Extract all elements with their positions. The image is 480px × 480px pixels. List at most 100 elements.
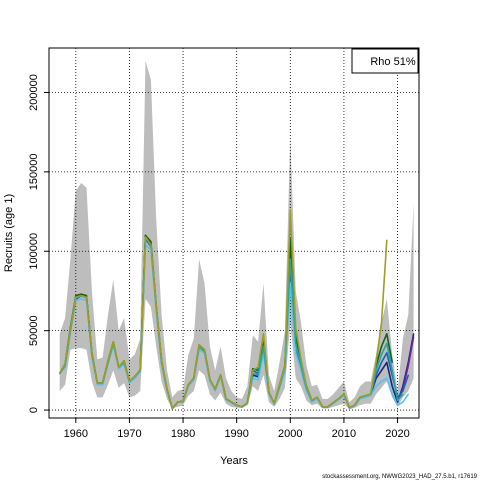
confidence-band (59, 60, 414, 410)
series-point (123, 360, 125, 362)
series-point (364, 396, 366, 398)
series-point (262, 345, 265, 348)
series-point (295, 352, 297, 354)
series-point (386, 377, 388, 379)
plot-frame (48, 47, 420, 419)
series-point (380, 380, 383, 383)
series-point (375, 369, 377, 371)
series-point (64, 363, 66, 365)
series-point (91, 352, 93, 354)
series-point (375, 361, 377, 364)
series-point (102, 384, 104, 386)
series-point (386, 333, 388, 335)
series-point (225, 398, 227, 400)
series-point (300, 364, 302, 367)
series-point (107, 360, 109, 362)
series-point (80, 293, 82, 295)
series-point (273, 403, 275, 405)
series-point (80, 295, 82, 297)
series-point (257, 374, 259, 376)
series-point (295, 326, 297, 329)
series-point (327, 406, 329, 408)
series-point (305, 390, 307, 392)
series-point (396, 401, 399, 403)
series-point (316, 396, 318, 398)
series-point (214, 390, 216, 392)
y-tick-label: 100000 (28, 233, 40, 270)
series-point (268, 391, 270, 394)
series-point (380, 361, 383, 364)
series-point (289, 258, 291, 260)
series-point (289, 209, 291, 211)
series-point (332, 402, 334, 404)
series-point (85, 295, 88, 297)
confidence-band-area (59, 60, 414, 410)
series-point (118, 368, 120, 370)
series-point (407, 364, 409, 367)
series-point (391, 369, 393, 371)
series-point (198, 344, 200, 346)
series-point (396, 404, 399, 406)
series-point (402, 390, 404, 392)
series-point (128, 380, 131, 383)
series-point (102, 382, 104, 384)
legend-text: Rho 51% (370, 56, 415, 68)
series-point (193, 377, 195, 379)
series-point (112, 341, 114, 343)
series-point (257, 379, 259, 381)
series-point (311, 399, 313, 402)
series-point (219, 374, 222, 376)
series-point (203, 349, 206, 351)
series-point (187, 384, 190, 386)
y-tick-label: 50000 (28, 315, 40, 346)
series-point (300, 358, 302, 360)
series-point (166, 388, 168, 391)
x-axis: 1960 1970 1980 1990 2000 2010 2020 (64, 418, 410, 440)
series-point (284, 364, 286, 367)
series-point (402, 393, 404, 395)
x-tick-label: 2000 (278, 428, 302, 440)
series-point (177, 401, 179, 403)
x-tick-label: 1970 (117, 428, 141, 440)
series-point (59, 372, 61, 375)
series-point (413, 333, 415, 335)
series-point (257, 366, 259, 368)
series-point (396, 399, 399, 402)
series-point (236, 404, 238, 406)
y-tick-label: 200000 (28, 74, 40, 111)
series-point (354, 404, 356, 406)
y-axis: 0 50000 100000 150000 200000 (28, 74, 49, 413)
series-point (171, 407, 173, 410)
series-point (118, 366, 120, 368)
series-point (155, 304, 157, 306)
series-point (386, 361, 388, 364)
series-point (343, 393, 345, 395)
series-point (407, 393, 409, 395)
y-axis-label: Recruits (age 1) (3, 194, 15, 272)
series-point (75, 295, 77, 297)
series-point (380, 345, 383, 348)
series-point (402, 401, 404, 403)
footer-credit: stockassessment.org, NWWG2023_HAD_27.5.b… (322, 474, 477, 480)
series-point (182, 400, 184, 402)
series-point (69, 328, 72, 330)
series-point (359, 396, 361, 398)
x-tick-label: 1960 (64, 428, 88, 440)
series-point (348, 407, 350, 409)
series-point (370, 395, 372, 397)
series-point (370, 393, 372, 395)
series-point (407, 374, 409, 376)
series-point (386, 239, 388, 241)
series-point (289, 282, 291, 284)
series-point (305, 385, 307, 387)
x-tick-label: 1980 (171, 428, 195, 440)
series-point (150, 244, 152, 246)
series-point (311, 401, 313, 403)
series-point (386, 342, 388, 344)
series-point (144, 236, 147, 238)
series-point (134, 376, 136, 378)
series-point (386, 352, 388, 354)
series-point (391, 361, 393, 364)
y-tick-label: 150000 (28, 154, 40, 191)
